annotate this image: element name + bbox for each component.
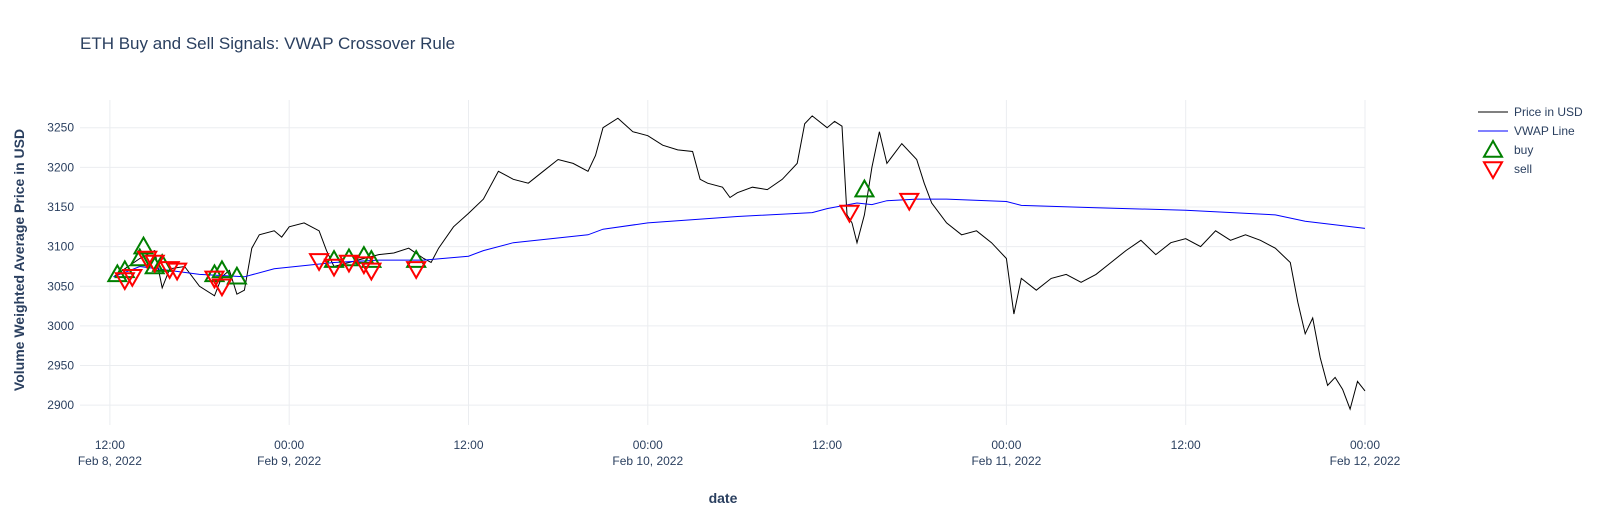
x-axis-ticks: 12:00 Feb 8, 2022 00:00 Feb 9, 2022 12:00 00:… [78,438,1401,468]
sell-marker[interactable] [136,250,158,270]
sell-marker[interactable] [211,278,233,298]
y-tick-label: 3050 [47,279,74,293]
y-tick-label: 3150 [47,200,74,214]
buy-marker[interactable] [129,247,151,267]
sell-marker[interactable] [121,269,144,288]
x-tick-label: 12:00 [812,438,842,452]
sell-marker[interactable] [353,256,375,276]
sell-marker[interactable] [308,253,330,272]
buy-marker[interactable] [211,259,233,279]
sell-marker[interactable] [143,254,166,274]
x-tick-label: 12:00 [453,438,483,452]
buy-marker[interactable] [132,235,155,255]
x-axis-title: date [709,490,738,506]
legend-item-price-in-usd[interactable]: Price in USD [1478,105,1583,119]
legend-label: VWAP Line [1514,124,1575,138]
legend-label: sell [1514,162,1532,176]
sell-marker[interactable] [323,258,345,278]
y-tick-label: 3100 [47,240,74,254]
gridlines [80,100,1366,425]
plot-area[interactable] [106,115,1366,411]
sell-marker[interactable] [360,262,383,282]
x-tick-label: 00:00 [991,438,1021,452]
sell-marker[interactable] [405,261,427,280]
y-tick-label: 2900 [47,398,74,412]
x-tick-label: 00:00 [1350,438,1380,452]
y-tick-label: 3200 [47,160,74,174]
x-tick-label: 00:00 [274,438,304,452]
legend-label: buy [1514,143,1533,157]
x-tick-label: 00:00 [633,438,663,452]
legend-item-buy[interactable]: buy [1482,138,1533,158]
buy-marker[interactable] [226,265,248,285]
y-tick-label: 3250 [47,121,74,135]
sell-marker[interactable] [838,204,861,224]
y-tick-label: 3000 [47,319,74,333]
x-tick-label: 12:00 [95,438,125,452]
legend-label: Price in USD [1514,105,1583,119]
sell-marker[interactable] [166,262,188,282]
sell-marker[interactable] [898,192,920,212]
buy-marker[interactable] [338,247,360,267]
legend-swatch [1482,161,1504,181]
x-tick-date-label: Feb 12, 2022 [1330,454,1401,468]
series-line-vwap-line[interactable] [113,198,1366,278]
legend[interactable]: Price in USD VWAP Line buy sell [1478,105,1583,181]
buy-marker[interactable] [360,249,383,268]
buy-marker[interactable] [405,249,427,268]
sell-marker[interactable] [338,254,360,274]
x-tick-date-label: Feb 9, 2022 [257,454,321,468]
chart-title: ETH Buy and Sell Signals: VWAP Crossover… [80,34,455,53]
y-axis-ticks: 2900 2950 3000 3050 3100 3150 3200 3250 [47,121,74,412]
buy-marker[interactable] [853,178,876,198]
x-tick-date-label: Feb 10, 2022 [612,454,683,468]
y-axis-title: Volume Weighted Average Price in USD [11,129,27,391]
series-line-price-in-usd[interactable] [113,115,1366,411]
y-tick-label: 2950 [47,359,74,373]
x-tick-date-label: Feb 8, 2022 [78,454,142,468]
legend-item-vwap-line[interactable]: VWAP Line [1478,124,1575,138]
legend-swatch [1482,138,1504,158]
legend-item-sell[interactable]: sell [1482,161,1532,181]
sell-marker[interactable] [158,261,181,280]
x-tick-label: 12:00 [1171,438,1201,452]
x-tick-date-label: Feb 11, 2022 [971,454,1041,468]
